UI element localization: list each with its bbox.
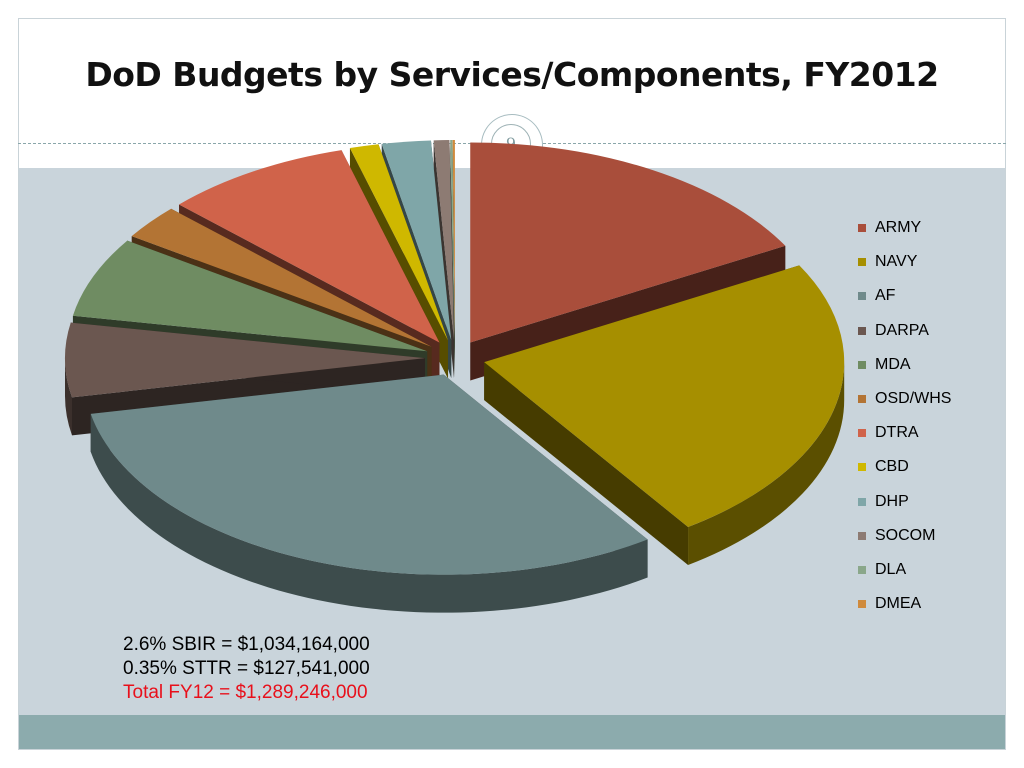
slide-frame xyxy=(18,18,1006,750)
legend-swatch xyxy=(858,292,866,301)
pie-slice-top-darpa xyxy=(65,322,426,398)
pie-slice-side-darpa xyxy=(65,358,73,436)
legend-swatch xyxy=(858,326,866,335)
total-note: Total FY12 = $1,289,246,000 xyxy=(123,682,368,703)
legend-label: DHP xyxy=(875,492,909,510)
legend-label: DLA xyxy=(875,561,907,578)
sttr-note: 0.35% STTR = $127,541,000 xyxy=(123,658,370,679)
pie-slice-top-dmea xyxy=(452,140,455,341)
legend-item-darpa: DARPA xyxy=(858,321,998,341)
legend-label: AF xyxy=(875,287,896,305)
legend-item-dtra: DTRA xyxy=(858,423,998,443)
pie-slice-top-af xyxy=(90,374,648,575)
legend-label: MDA xyxy=(875,355,911,373)
legend-swatch xyxy=(858,531,866,540)
legend-swatch xyxy=(858,395,866,403)
legend-item-dla: DLA xyxy=(858,560,998,580)
pie-slice-side-af xyxy=(90,413,648,613)
legend-item-navy: NAVY xyxy=(858,252,998,272)
pie-slice-top-army xyxy=(470,142,786,343)
legend-label: DMEA xyxy=(875,595,922,613)
legend-swatch xyxy=(858,497,866,506)
footer-band xyxy=(18,715,1006,750)
pie-slice-top-cbd xyxy=(349,144,449,341)
legend-item-osd-whs: OSD/WHS xyxy=(858,389,998,409)
legend-item-mda: MDA xyxy=(858,355,998,375)
legend-label: SOCOM xyxy=(875,526,936,544)
legend-item-dmea: DMEA xyxy=(858,594,998,614)
pie-slice-top-dhp xyxy=(381,140,452,341)
pie-slice-top-socom xyxy=(433,140,454,341)
pie-slice-wall-dla-0 xyxy=(450,140,455,379)
legend-item-dhp: DHP xyxy=(858,492,998,512)
pie-slice-top-osd-whs xyxy=(131,208,432,347)
pie-slice-top-dtra xyxy=(179,150,440,343)
legend-swatch xyxy=(858,463,866,472)
legend-label: CBD xyxy=(875,458,909,476)
pie-slice-top-dla xyxy=(450,140,455,341)
legend-item-cbd: CBD xyxy=(858,457,998,477)
legend-label: DARPA xyxy=(875,321,929,339)
legend-swatch xyxy=(858,360,866,369)
pie-slice-top-mda xyxy=(72,240,428,352)
legend-label: DTRA xyxy=(875,424,919,442)
pie-slice-af xyxy=(90,374,648,613)
pie-slice-dla xyxy=(450,140,455,379)
legend-item-socom: SOCOM xyxy=(858,526,998,546)
legend-swatch xyxy=(858,429,866,438)
legend-item-af: AF xyxy=(858,286,998,306)
budget-notes: 2.6% SBIR = $1,034,164,000 0.35% STTR = … xyxy=(123,633,370,705)
legend-swatch xyxy=(858,224,866,232)
legend-swatch xyxy=(858,566,866,574)
sbir-note: 2.6% SBIR = $1,034,164,000 xyxy=(123,634,370,655)
legend-swatch xyxy=(858,258,866,267)
pie-slice-navy xyxy=(484,265,845,565)
legend-swatch xyxy=(858,600,866,609)
pie-slice-side-navy xyxy=(688,362,845,565)
legend-item-army: ARMY xyxy=(858,218,998,238)
legend-label: NAVY xyxy=(875,253,918,271)
slide-title: DoD Budgets by Services/Components, FY20… xyxy=(85,55,939,94)
legend-label: ARMY xyxy=(875,219,922,236)
legend-label: OSD/WHS xyxy=(875,390,952,407)
pie-slice-wall-navy-1 xyxy=(484,362,689,565)
pie-slice-top-navy xyxy=(484,265,845,527)
